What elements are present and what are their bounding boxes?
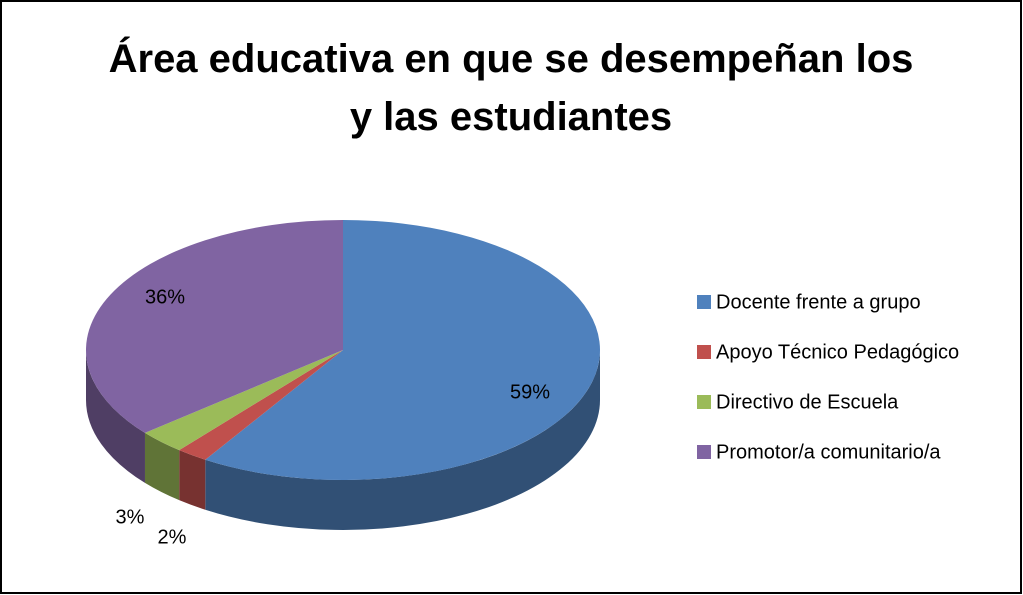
legend-swatch bbox=[697, 295, 711, 309]
slice-side bbox=[144, 432, 180, 501]
slice-side bbox=[86, 350, 145, 483]
data-label: 36% bbox=[145, 286, 185, 308]
chart-title: Área educativa en que se desempeñan los … bbox=[108, 37, 914, 139]
legend-swatch bbox=[697, 345, 711, 359]
slice bbox=[205, 220, 600, 480]
slice-side bbox=[179, 450, 206, 510]
data-label: 3% bbox=[116, 506, 145, 528]
data-label: 2% bbox=[158, 526, 187, 548]
legend-swatch bbox=[697, 445, 711, 459]
legend-label: Apoyo Técnico Pedagógico bbox=[716, 341, 959, 363]
slice bbox=[85, 220, 343, 433]
legend-swatch bbox=[697, 395, 711, 409]
slice bbox=[179, 350, 343, 460]
slice bbox=[144, 350, 343, 451]
legend-label: Promotor/a comunitario/a bbox=[716, 441, 941, 463]
data-label: 59% bbox=[510, 381, 550, 403]
legend-label: Directivo de Escuela bbox=[716, 391, 899, 413]
legend-label: Docente frente a grupo bbox=[716, 291, 921, 313]
slice-side bbox=[205, 350, 600, 530]
